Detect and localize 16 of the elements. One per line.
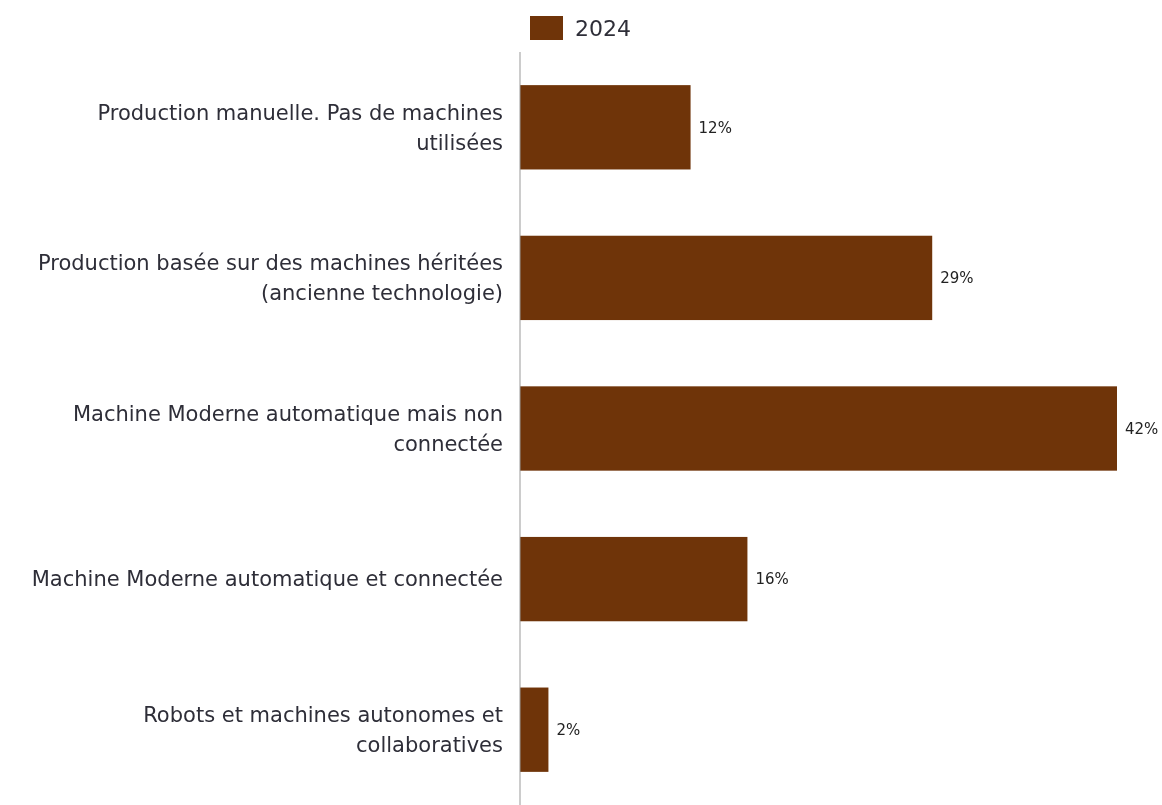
data-label: 2% (556, 720, 581, 739)
data-label: 29% (940, 269, 974, 288)
y-tick-label: Production basée sur des machines héritées (ancienne technologie) (37, 251, 503, 306)
data-label: 16% (755, 570, 789, 589)
legend-label: 2024 (575, 15, 631, 41)
y-tick-label: Production manuelle. Pas de machines utilisées (97, 100, 503, 155)
bar (520, 235, 933, 321)
y-tick-label: Robots et machines autonomes et collaboratives (143, 703, 503, 758)
bar (520, 85, 691, 170)
y-tick-label: Machine Moderne automatique et connectée (31, 567, 503, 592)
data-label: 12% (698, 118, 732, 137)
y-tick-label: Machine Moderne automatique mais non connectée (72, 401, 503, 456)
bar (520, 386, 1117, 471)
bar (520, 536, 748, 622)
data-label: 42% (1125, 419, 1159, 438)
bar (520, 687, 549, 772)
